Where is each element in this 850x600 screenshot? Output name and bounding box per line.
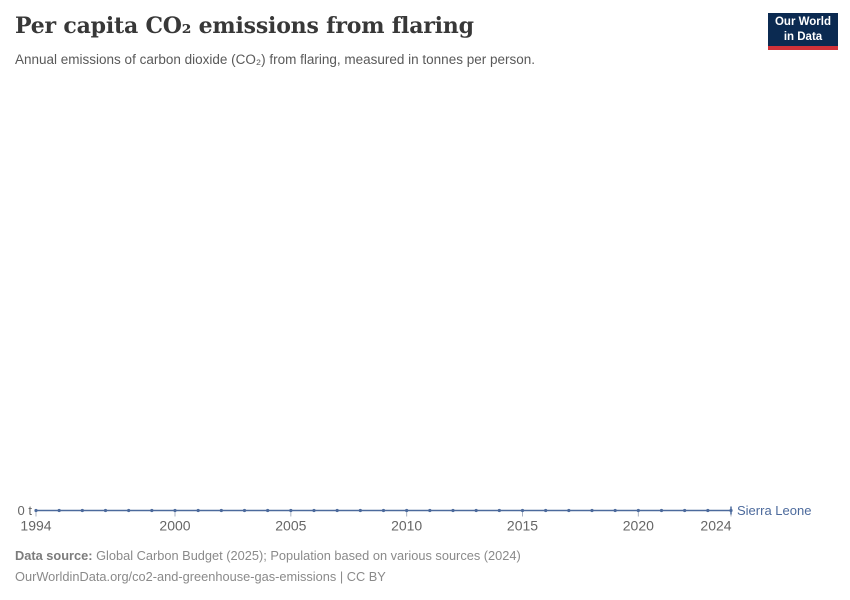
data-point[interactable] <box>474 508 478 513</box>
data-point[interactable] <box>451 508 455 513</box>
data-point[interactable] <box>567 508 571 513</box>
data-point[interactable] <box>289 508 293 513</box>
data-point[interactable] <box>219 508 223 513</box>
x-axis-label: 2010 <box>391 518 422 534</box>
data-point[interactable] <box>683 508 687 513</box>
y-axis-label: 0 t <box>18 503 33 518</box>
chart-footer: Data source: Global Carbon Budget (2025)… <box>15 546 521 587</box>
datasource-line: Data source: Global Carbon Budget (2025)… <box>15 546 521 567</box>
data-point[interactable] <box>428 508 432 513</box>
data-point[interactable] <box>590 508 594 513</box>
x-axis-label: 1994 <box>20 518 51 534</box>
owid-logo[interactable]: Our World in Data <box>768 13 838 50</box>
data-point[interactable] <box>103 508 108 513</box>
x-axis-label: 2024 <box>700 518 731 534</box>
data-point[interactable] <box>196 508 200 513</box>
data-point[interactable] <box>520 508 525 513</box>
datasource-label: Data source: <box>15 548 93 563</box>
data-point[interactable] <box>405 508 409 513</box>
data-point[interactable] <box>127 508 131 513</box>
data-point[interactable] <box>266 508 270 513</box>
chart-title: Per capita CO₂ emissions from flaring <box>15 13 474 39</box>
datasource-text: Global Carbon Budget (2025); Population … <box>92 548 521 563</box>
data-point[interactable] <box>80 508 84 513</box>
data-point[interactable] <box>497 508 501 513</box>
data-point[interactable] <box>544 508 548 513</box>
license-line[interactable]: OurWorldinData.org/co2-and-greenhouse-ga… <box>15 568 386 584</box>
data-point[interactable] <box>57 508 61 513</box>
x-axis-label: 2005 <box>275 518 306 534</box>
data-point[interactable] <box>358 508 362 513</box>
data-point[interactable] <box>659 508 664 513</box>
owid-logo-line2: in Data <box>783 30 823 43</box>
series-label[interactable]: Sierra Leone <box>737 503 811 518</box>
data-point[interactable] <box>173 508 177 513</box>
data-point[interactable] <box>150 508 154 513</box>
x-axis-label: 2015 <box>507 518 538 534</box>
data-point[interactable] <box>706 508 710 513</box>
chart-subtitle: Annual emissions of carbon dioxide (CO₂)… <box>15 52 535 67</box>
data-point[interactable] <box>335 508 339 513</box>
x-axis-label: 2000 <box>159 518 190 534</box>
data-point[interactable] <box>242 508 247 513</box>
data-point[interactable] <box>381 508 386 513</box>
data-point[interactable] <box>636 508 640 513</box>
x-axis-label: 2020 <box>623 518 654 534</box>
data-point[interactable] <box>613 508 617 513</box>
owid-logo-line1: Our World <box>774 16 831 29</box>
data-point[interactable] <box>34 508 38 513</box>
data-point[interactable] <box>312 508 316 513</box>
